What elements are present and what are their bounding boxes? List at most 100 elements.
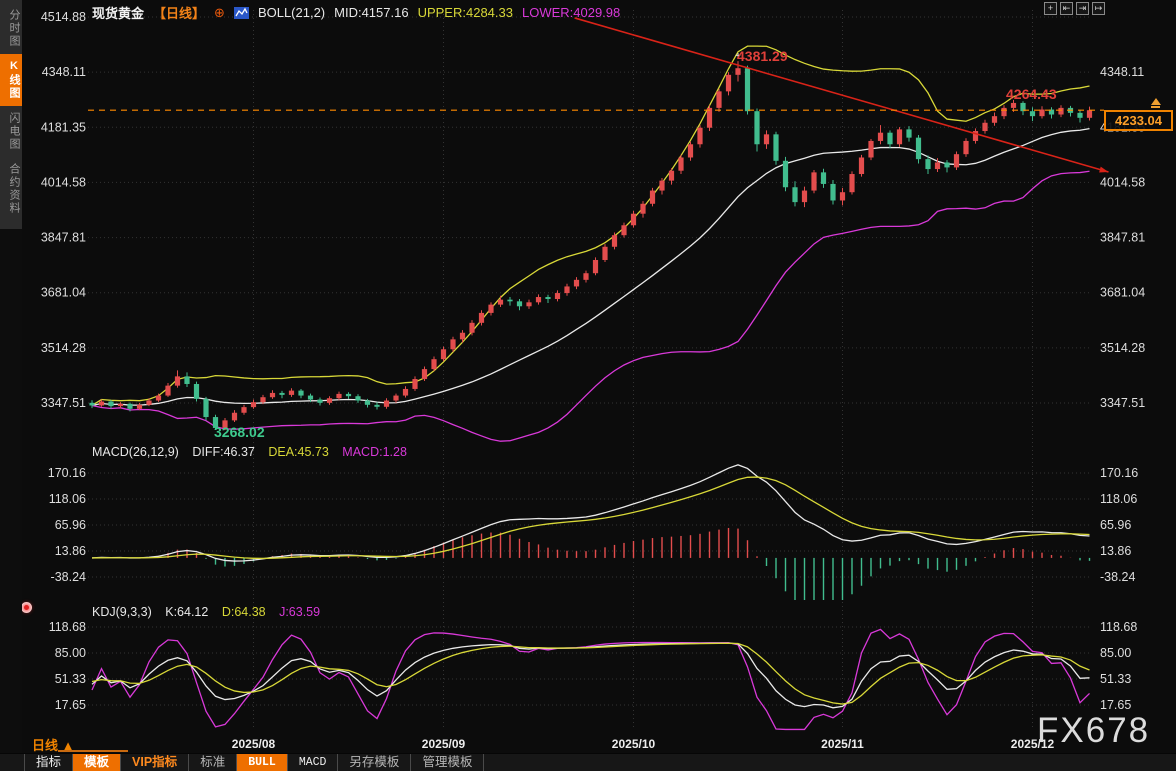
svg-text:4014.58: 4014.58 [41, 175, 86, 189]
sidebar-tab-1[interactable]: K线图 [0, 54, 22, 106]
pan-right-icon[interactable]: ⇥ [1076, 2, 1089, 15]
swing-low-annotation: 3268.02 [214, 424, 265, 440]
sidebar-tab-0[interactable]: 分时图 [8, 9, 20, 48]
left-sidebar: 分时图 K线图闪电图合约资料 [0, 0, 22, 771]
svg-text:13.86: 13.86 [1100, 544, 1131, 558]
j-line [91, 628, 1090, 731]
macd-pane-header: MACD(26,12,9) DIFF:46.37 DEA:45.73 MACD:… [92, 445, 417, 459]
svg-text:170.16: 170.16 [48, 466, 86, 480]
svg-text:3681.04: 3681.04 [1100, 286, 1145, 300]
dea-line [91, 476, 1090, 560]
svg-text:65.96: 65.96 [55, 518, 86, 532]
svg-text:85.00: 85.00 [55, 646, 86, 660]
svg-text:4014.58: 4014.58 [1100, 175, 1145, 189]
toolbar-item-1[interactable]: 模板 [73, 753, 122, 771]
crosshair-icon[interactable]: + [1044, 2, 1057, 15]
macd-dea-value: DEA:45.73 [268, 445, 329, 459]
chart-toolbar-icons: + ⇤ ⇥ ↦ [1044, 2, 1105, 15]
svg-text:3847.81: 3847.81 [41, 231, 86, 245]
svg-text:4181.35: 4181.35 [41, 120, 86, 134]
period-selector[interactable]: 日线 ▲ [32, 738, 75, 753]
sidebar-tab-2[interactable]: 闪电图 [8, 112, 20, 151]
indicator-settings-icon[interactable] [233, 6, 249, 19]
symbol-name: 现货黄金 [92, 6, 145, 21]
svg-text:2025/12: 2025/12 [1011, 737, 1055, 751]
kdj-k-value: K:64.12 [165, 605, 209, 619]
d-line [91, 642, 1090, 705]
toolbar-item-0[interactable]: 指标 [24, 753, 74, 771]
globe-icon[interactable]: ⊕ [214, 4, 225, 20]
chart-canvas[interactable]: 4514.884348.114348.114181.354181.354014.… [0, 0, 1176, 752]
svg-text:85.00: 85.00 [1100, 646, 1131, 660]
kdj-label: KDJ(9,3,3) [92, 605, 152, 619]
macd-bar-value: MACD:1.28 [342, 445, 407, 459]
svg-text:17.65: 17.65 [1100, 698, 1131, 712]
svg-text:3514.28: 3514.28 [1100, 341, 1145, 355]
boll-mid-line [91, 127, 1090, 407]
period-underline [58, 750, 128, 752]
macd-label: MACD(26,12,9) [92, 445, 179, 459]
toolbar-item-6[interactable]: 另存模板 [338, 753, 412, 771]
candles-layer [89, 61, 1093, 430]
pan-left-icon[interactable]: ⇤ [1060, 2, 1073, 15]
macd-pane [91, 464, 1091, 600]
kdj-pane [91, 628, 1090, 731]
svg-text:65.96: 65.96 [1100, 518, 1131, 532]
boll-bands [91, 45, 1090, 442]
svg-text:51.33: 51.33 [1100, 672, 1131, 686]
bottom-toolbar: 指标 模板 VIP指标 标准 BULL MACD 另存模板 管理模板 [0, 753, 1176, 771]
svg-text:4514.88: 4514.88 [41, 10, 86, 24]
svg-text:3847.81: 3847.81 [1100, 231, 1145, 245]
last-price-tag: 4233.04 [1104, 110, 1173, 131]
svg-text:2025/09: 2025/09 [422, 737, 466, 751]
trendline-arrow [1099, 166, 1109, 173]
svg-text:3347.51: 3347.51 [1100, 396, 1145, 410]
brand-watermark: FX678 [1037, 711, 1151, 750]
toolbar-item-4[interactable]: BULL [237, 753, 288, 771]
svg-text:118.06: 118.06 [1100, 492, 1137, 506]
toolbar-item-3[interactable]: 标准 [189, 753, 238, 771]
svg-text:2025/11: 2025/11 [821, 737, 864, 751]
grid-lines [88, 10, 1092, 730]
svg-text:3681.04: 3681.04 [41, 286, 86, 300]
svg-text:118.06: 118.06 [49, 492, 86, 506]
jump-latest-icon[interactable]: ↦ [1092, 2, 1105, 15]
scroll-to-latest-icon[interactable] [1151, 98, 1161, 108]
kdj-pane-header: KDJ(9,3,3) K:64.12 D:64.38 J:63.59 [92, 605, 330, 619]
kdj-j-value: J:63.59 [279, 605, 321, 619]
svg-text:4348.11: 4348.11 [1100, 65, 1144, 79]
live-indicator-icon[interactable] [21, 602, 32, 613]
toolbar-item-7[interactable]: 管理模板 [411, 753, 485, 771]
svg-text:170.16: 170.16 [1100, 466, 1138, 480]
boll-mid-value: MID:4157.16 [334, 5, 409, 20]
boll-lower-value: LOWER:4029.98 [521, 5, 621, 20]
svg-text:51.33: 51.33 [55, 672, 86, 686]
toolbar-item-2[interactable]: VIP指标 [121, 753, 190, 771]
boll-upper-value: UPPER:4284.33 [417, 5, 513, 20]
diff-line [91, 464, 1090, 562]
macd-diff-value: DIFF:46.37 [192, 445, 255, 459]
toolbar-item-5[interactable]: MACD [288, 753, 339, 771]
svg-text:-38.24: -38.24 [1100, 570, 1135, 584]
trendline[interactable] [574, 17, 1109, 173]
axis-labels: 4514.884348.114348.114181.354181.354014.… [41, 10, 1145, 712]
month-labels: 2025/08 2025/09 2025/10 2025/11 2025/12 [232, 737, 1055, 751]
svg-text:118.68: 118.68 [49, 620, 86, 634]
period-tag[interactable]: 【日线】 [153, 6, 206, 21]
chart-type-tabs: 分时图 K线图闪电图合约资料 [0, 0, 22, 229]
svg-text:17.65: 17.65 [55, 698, 86, 712]
boll-upper-line [91, 45, 1090, 407]
svg-text:3347.51: 3347.51 [41, 396, 86, 410]
svg-text:-38.24: -38.24 [51, 570, 86, 584]
boll-lower-line [91, 170, 1090, 442]
kdj-d-value: D:64.38 [221, 605, 266, 619]
svg-text:3514.28: 3514.28 [41, 341, 86, 355]
peak-marker: + [735, 51, 741, 62]
sidebar-tab-3[interactable]: 合约资料 [8, 163, 20, 215]
svg-text:4348.11: 4348.11 [42, 65, 86, 79]
peak-price-annotation: 4381.29 [737, 48, 788, 64]
k-line [91, 642, 1090, 709]
svg-text:118.68: 118.68 [1100, 620, 1137, 634]
svg-text:13.86: 13.86 [55, 544, 86, 558]
